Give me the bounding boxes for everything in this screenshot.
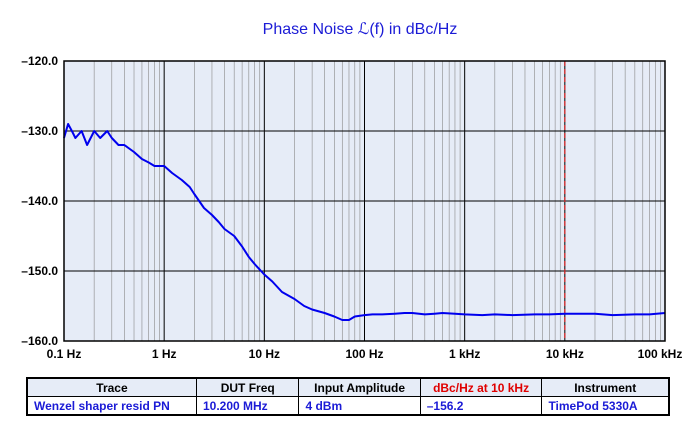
table-row: Wenzel shaper resid PN 10.200 MHz 4 dBm … xyxy=(26,396,670,416)
x-tick-label: 10 Hz xyxy=(249,347,280,361)
y-tick-label: –150.0 xyxy=(21,264,58,278)
chart-title: Phase Noise ℒ(f) in dBc/Hz xyxy=(263,21,458,38)
x-tick-label: 10 kHz xyxy=(546,347,584,361)
x-tick-label: 1 Hz xyxy=(152,347,177,361)
value-instrument: TimePod 5330A xyxy=(541,396,670,416)
x-tick-label: 1 kHz xyxy=(449,347,480,361)
y-tick-label: –160.0 xyxy=(21,334,58,348)
header-input-amplitude: Input Amplitude xyxy=(298,377,421,397)
table-header-row: Trace DUT Freq Input Amplitude dBc/Hz at… xyxy=(26,377,670,397)
header-trace: Trace xyxy=(26,377,197,397)
y-axis-ticks: –120.0 –130.0 –140.0 –150.0 –160.0 xyxy=(21,54,58,348)
x-axis-ticks: 0.1 Hz 1 Hz 10 Hz 100 Hz 1 kHz 10 kHz 100 kHz xyxy=(47,347,683,361)
value-dut-freq: 10.200 MHz xyxy=(195,396,300,416)
y-tick-label: –140.0 xyxy=(21,194,58,208)
header-dut-freq: DUT Freq xyxy=(195,377,300,397)
x-tick-label: 0.1 Hz xyxy=(47,347,82,361)
value-trace: Wenzel shaper resid PN xyxy=(26,396,197,416)
header-instrument: Instrument xyxy=(541,377,670,397)
x-tick-label: 100 Hz xyxy=(345,347,383,361)
value-dbc-at-offset: –156.2 xyxy=(419,396,543,416)
series-line xyxy=(63,123,666,321)
measurement-info-table: Trace DUT Freq Input Amplitude dBc/Hz at… xyxy=(26,377,670,416)
value-input-amplitude: 4 dBm xyxy=(298,396,421,416)
y-tick-label: –120.0 xyxy=(21,54,58,68)
plot-frame xyxy=(63,60,666,342)
header-dbc-at-offset: dBc/Hz at 10 kHz xyxy=(419,377,543,397)
y-tick-label: –130.0 xyxy=(21,124,58,138)
x-tick-label: 100 kHz xyxy=(638,347,683,361)
